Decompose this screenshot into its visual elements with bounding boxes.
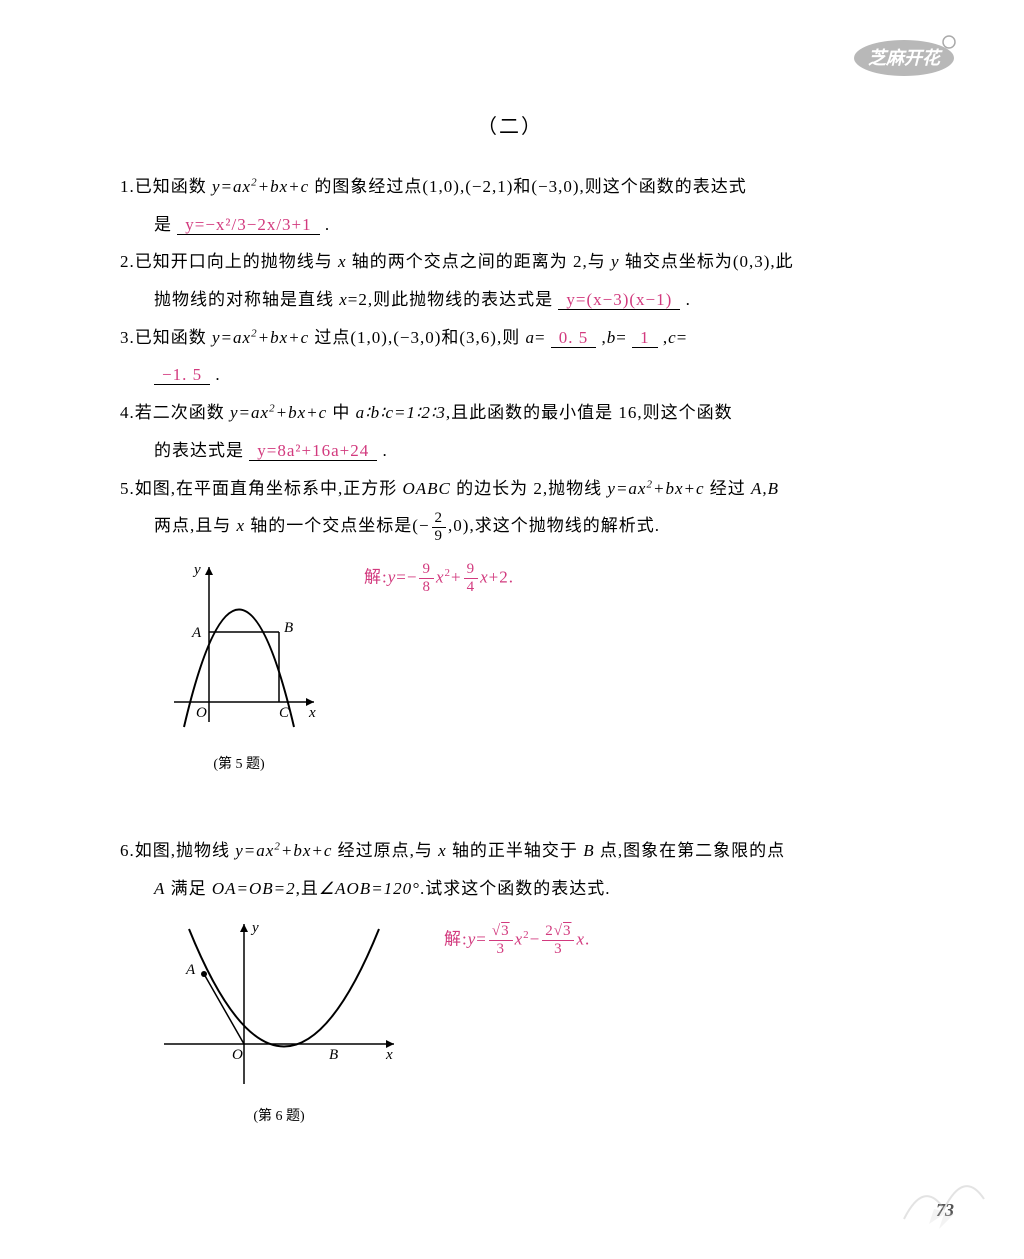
equation: y=ax2+bx+c	[212, 177, 309, 196]
problem-number: 3.	[120, 328, 135, 347]
svg-text:x: x	[385, 1047, 393, 1063]
problem-2-cont: 抛物线的对称轴是直线 x=2,则此抛物线的表达式是 y=(x−3)(x−1) .	[120, 282, 900, 318]
figure-5-block: A B O C x y (第 5 题) 解:y=−98x2+94x+2.	[120, 552, 900, 773]
page-decoration	[884, 1159, 1004, 1239]
answer-4: y=8a²+16a+24	[249, 441, 377, 461]
svg-text:y: y	[192, 562, 201, 578]
figure-6-caption: (第 6 题)	[154, 1105, 404, 1125]
svg-text:C: C	[279, 705, 290, 721]
svg-text:芝麻开花: 芝麻开花	[868, 48, 943, 68]
answer-3a: 0. 5	[551, 328, 597, 348]
problem-6-cont: A 满足 OA=OB=2,且∠AOB=120°.试求这个函数的表达式.	[120, 871, 900, 907]
problem-2: 2.已知开口向上的抛物线与 x 轴的两个交点之间的距离为 2,与 y 轴交点坐标…	[120, 244, 900, 280]
problem-3-cont: −1. 5 .	[120, 357, 900, 393]
problem-4: 4.若二次函数 y=ax2+bx+c 中 a∶b∶c=1∶2∶3,且此函数的最小…	[120, 395, 900, 431]
problem-3: 3.已知函数 y=ax2+bx+c 过点(1,0),(−3,0)和(3,6),则…	[120, 320, 900, 356]
problem-number: 2.	[120, 252, 135, 271]
equation: y=ax2+bx+c	[230, 403, 327, 422]
brand-logo: 芝麻开花	[844, 30, 964, 80]
problem-number: 4.	[120, 403, 135, 422]
answer-1: y=−x²/3−2x/3+1	[177, 215, 319, 235]
figure-5: A B O C x y (第 5 题)	[154, 552, 324, 773]
answer-2: y=(x−3)(x−1)	[558, 290, 680, 310]
problem-1-cont: 是 y=−x²/3−2x/3+1 .	[120, 207, 900, 243]
svg-text:B: B	[329, 1047, 338, 1063]
problem-number: 5.	[120, 479, 135, 498]
answer-3b: 1	[632, 328, 658, 348]
figure-6: A O B x y (第 6 题)	[154, 914, 404, 1125]
fraction: 29	[432, 511, 447, 544]
equation: y=ax2+bx+c	[235, 841, 332, 860]
problem-number: 1.	[120, 177, 135, 196]
svg-text:A: A	[185, 962, 196, 978]
problem-6: 6.如图,抛物线 y=ax2+bx+c 经过原点,与 x 轴的正半轴交于 B 点…	[120, 833, 900, 869]
svg-text:B: B	[284, 620, 293, 636]
equation: y=ax2+bx+c	[212, 328, 309, 347]
svg-text:y: y	[250, 920, 259, 936]
problem-number: 6.	[120, 841, 135, 860]
problem-5-cont: 两点,且与 x 轴的一个交点坐标是(−29,0),求这个抛物线的解析式.	[120, 508, 900, 544]
answer-3c: −1. 5	[154, 365, 210, 385]
svg-text:O: O	[232, 1047, 243, 1063]
section-title: （二）	[120, 110, 900, 139]
solution-6: 解:y=√33x2−2√33x.	[444, 914, 590, 957]
solution-5: 解:y=−98x2+94x+2.	[364, 552, 514, 595]
svg-text:A: A	[191, 625, 202, 641]
figure-6-block: A O B x y (第 6 题) 解:y=√33x2−2√33x.	[120, 914, 900, 1125]
problem-5: 5.如图,在平面直角坐标系中,正方形 OABC 的边长为 2,抛物线 y=ax2…	[120, 471, 900, 507]
problem-1: 1.已知函数 y=ax2+bx+c 的图象经过点(1,0),(−2,1)和(−3…	[120, 169, 900, 205]
svg-text:x: x	[308, 705, 316, 721]
svg-text:O: O	[196, 705, 207, 721]
problem-4-cont: 的表达式是 y=8a²+16a+24 .	[120, 433, 900, 469]
equation: y=ax2+bx+c	[607, 479, 704, 498]
figure-5-caption: (第 5 题)	[154, 753, 324, 773]
page-content: （二） 1.已知函数 y=ax2+bx+c 的图象经过点(1,0),(−2,1)…	[120, 110, 900, 1125]
